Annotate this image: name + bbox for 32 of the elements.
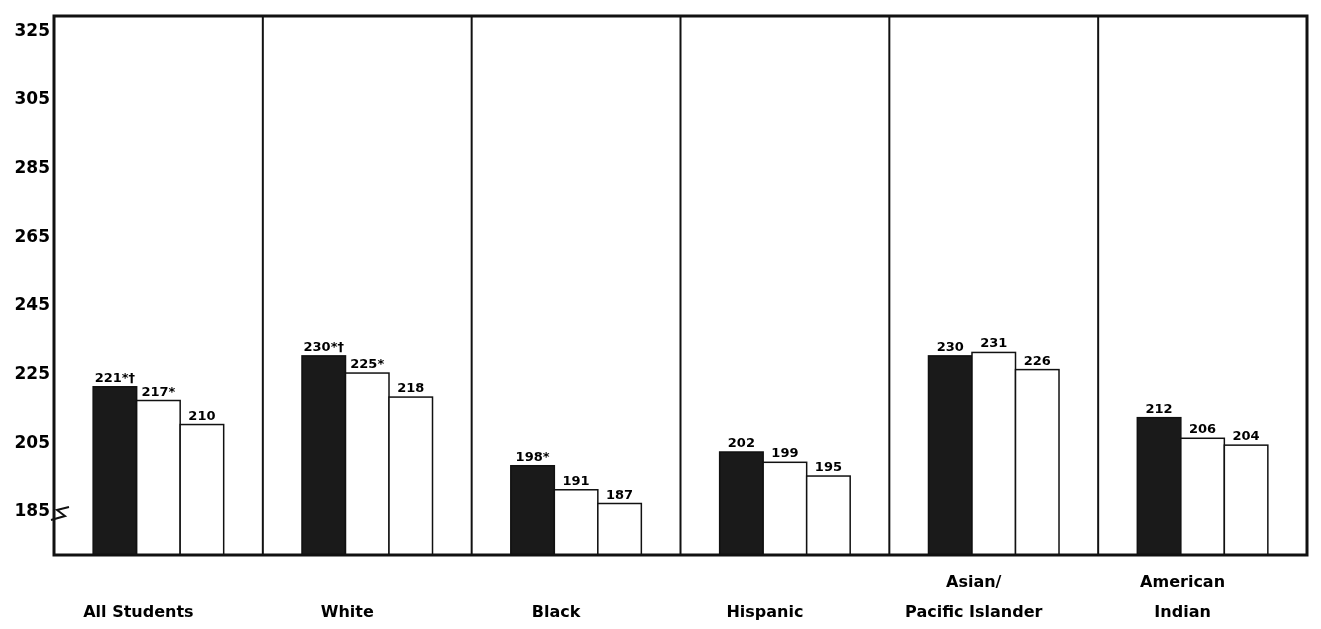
data-label: 217* bbox=[141, 383, 176, 399]
x-tick-label: Hispanic bbox=[726, 602, 804, 621]
y-tick-label: 185 bbox=[14, 500, 50, 521]
y-tick-label: 285 bbox=[14, 157, 50, 178]
y-tick-label: 265 bbox=[14, 225, 50, 246]
data-label: 231 bbox=[980, 335, 1008, 351]
x-tick-label: Asian/Pacific Islander bbox=[905, 572, 1043, 621]
data-label: 225* bbox=[350, 356, 385, 372]
y-tick-label: 245 bbox=[14, 294, 50, 315]
x-tick-label: All Students bbox=[83, 602, 194, 621]
data-label: 221*† bbox=[94, 369, 136, 385]
data-label: 210 bbox=[188, 407, 216, 423]
data-label: 230 bbox=[936, 338, 964, 354]
y-tick-label: 305 bbox=[14, 88, 50, 109]
data-label: 230*† bbox=[303, 338, 345, 354]
x-tick-label: American Indian bbox=[1140, 572, 1226, 621]
y-tick-label: 325 bbox=[14, 19, 50, 40]
data-label: 218 bbox=[397, 380, 425, 396]
data-label: 195 bbox=[814, 459, 842, 475]
x-tick-label: White bbox=[320, 602, 374, 621]
data-label: 198* bbox=[515, 448, 550, 464]
data-label: 226 bbox=[1023, 352, 1051, 368]
data-label: 202 bbox=[727, 435, 755, 451]
data-label: 199 bbox=[771, 445, 799, 461]
y-tick-label: 225 bbox=[14, 362, 50, 383]
x-tick-label: Black bbox=[531, 602, 581, 621]
data-label: 204 bbox=[1232, 428, 1260, 444]
data-label: 187 bbox=[606, 486, 634, 502]
data-label: 206 bbox=[1189, 421, 1217, 437]
y-tick-label: 205 bbox=[14, 431, 50, 452]
data-label: 212 bbox=[1145, 400, 1173, 416]
data-label: 191 bbox=[562, 472, 590, 488]
